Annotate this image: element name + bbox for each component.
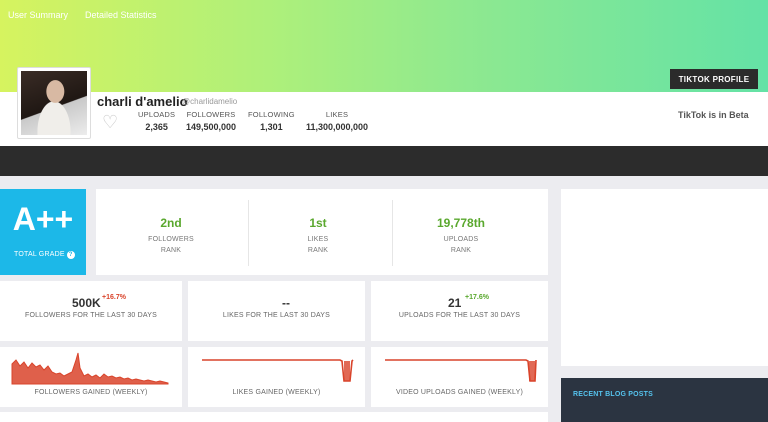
- stat-label: FOLLOWING: [248, 110, 295, 119]
- monthly-uploads-card: [371, 281, 548, 341]
- sidebar-panel: [561, 189, 768, 366]
- recent-blog-posts-title: RECENT BLOG POSTS: [573, 391, 654, 398]
- rank-followers: 2nd FOLLOWERS RANK: [111, 216, 231, 256]
- recent-blog-posts-panel: RECENT BLOG POSTS: [561, 378, 768, 422]
- stat-value: 149,500,000: [186, 122, 237, 132]
- divider: [392, 200, 393, 266]
- followers-gained-area: [11, 352, 169, 385]
- likes-gained-card: [188, 347, 365, 407]
- total-grade-card: A++ TOTAL GRADE?: [0, 189, 86, 275]
- monthly-likes-value: --: [282, 296, 290, 310]
- rank-label-line2: RANK: [450, 247, 472, 254]
- rank-value: 2nd: [160, 216, 182, 230]
- rank-label-line1: UPLOADS: [443, 236, 479, 243]
- rank-uploads: 19,778th UPLOADS RANK: [401, 216, 521, 256]
- nav-bar: [0, 146, 768, 176]
- monthly-uploads-value: 21: [448, 296, 462, 310]
- followers-gained-label: FOLLOWERS GAINED (WEEKLY): [34, 389, 148, 396]
- monthly-likes-label: LIKES FOR THE LAST 30 DAYS: [222, 312, 331, 319]
- stat-label: LIKES: [325, 110, 349, 119]
- stat-uploads: UPLOADS 2,365: [138, 110, 175, 132]
- divider: [248, 200, 249, 266]
- grade-label-row: TOTAL GRADE?: [14, 251, 75, 259]
- uploads-gained-chart: [385, 359, 537, 382]
- stat-followers: FOLLOWERS 149,500,000: [186, 110, 236, 132]
- rank-label-line2: RANK: [307, 247, 329, 254]
- grade-value: A++: [12, 201, 74, 237]
- stat-label: UPLOADS: [138, 110, 176, 119]
- monthly-likes-card: [188, 281, 365, 341]
- profile-handle: @charlidamelio: [182, 97, 238, 106]
- help-icon[interactable]: ?: [66, 251, 75, 259]
- avatar-image: [21, 71, 87, 135]
- profile-name: charli d'amelio: [97, 94, 188, 109]
- monthly-followers-change: +16.7%: [102, 294, 126, 301]
- uploads-gained-line: [385, 359, 537, 382]
- stat-value: 1,301: [260, 122, 283, 132]
- rank-label: UPLOADS RANK: [401, 234, 521, 256]
- monthly-followers-label: FOLLOWERS FOR THE LAST 30 DAYS: [24, 312, 158, 319]
- rank-label: FOLLOWERS RANK: [111, 234, 231, 256]
- monthly-followers-value: 500K: [72, 296, 101, 310]
- uploads-gained-label: VIDEO UPLOADS GAINED (WEEKLY): [395, 389, 524, 396]
- rank-label-line2: RANK: [160, 247, 182, 254]
- stat-likes: LIKES 11,300,000,000: [306, 110, 368, 132]
- stat-value: 2,365: [145, 122, 168, 132]
- heart-icon[interactable]: ♡: [102, 112, 119, 132]
- likes-gained-line: [202, 359, 354, 382]
- likes-gained-chart: [202, 359, 354, 382]
- stat-value: 11,300,000,000: [306, 122, 369, 132]
- grade-label: TOTAL GRADE: [14, 251, 65, 258]
- rank-likes: 1st LIKES RANK: [258, 216, 378, 256]
- bottom-card: [0, 412, 548, 422]
- profile-banner: [0, 0, 768, 92]
- tab-user-summary[interactable]: User Summary: [8, 10, 69, 20]
- stat-label: FOLLOWERS: [186, 110, 236, 119]
- rank-label-line1: LIKES: [307, 236, 329, 243]
- likes-gained-dip: [344, 361, 350, 381]
- rank-card: [96, 189, 548, 275]
- rank-value: 1st: [309, 216, 327, 230]
- monthly-uploads-change: +17.6%: [465, 294, 489, 301]
- rank-label: LIKES RANK: [258, 234, 378, 256]
- beta-note: TikTok is in Beta: [678, 110, 749, 120]
- avatar: [17, 67, 91, 139]
- monthly-uploads-label: UPLOADS FOR THE LAST 30 DAYS: [398, 312, 521, 319]
- uploads-gained-card: [371, 347, 548, 407]
- stat-following: FOLLOWING 1,301: [248, 110, 295, 132]
- profile-header: [0, 92, 768, 146]
- rank-value: 19,778th: [436, 216, 486, 230]
- rank-label-line1: FOLLOWERS: [148, 236, 194, 243]
- monthly-followers-card: [0, 281, 182, 341]
- likes-gained-label: LIKES GAINED (WEEKLY): [232, 389, 321, 396]
- followers-gained-chart: [11, 352, 169, 385]
- uploads-gained-dip: [529, 361, 535, 381]
- tab-detailed-statistics[interactable]: Detailed Statistics: [85, 10, 157, 20]
- tiktok-profile-button[interactable]: TIKTOK PROFILE: [670, 69, 758, 89]
